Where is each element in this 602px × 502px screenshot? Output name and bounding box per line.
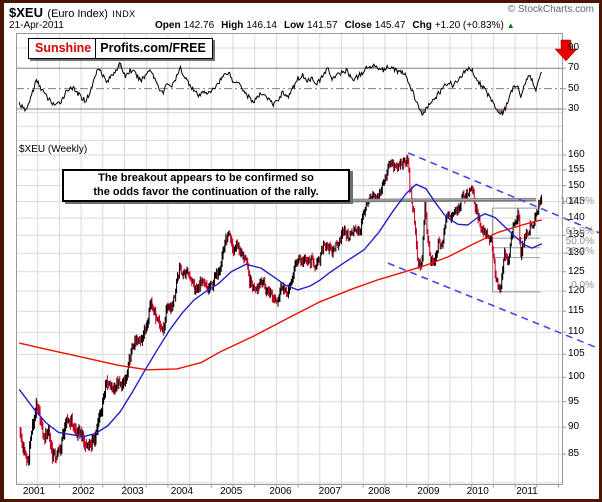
quote-value: 142.76 bbox=[183, 20, 215, 31]
fib-level-label: 61.8% bbox=[565, 226, 594, 238]
annotation-line1: The breakout appears to be confirmed so bbox=[98, 172, 314, 184]
price-y-axis-label: 100 bbox=[568, 371, 585, 383]
oscillator-y-axis-label: 90 bbox=[568, 41, 580, 53]
ticker-exchange: INDX bbox=[112, 9, 136, 19]
x-axis-year-label: 2004 bbox=[170, 486, 194, 497]
ticker-symbol: $XEU bbox=[9, 5, 43, 20]
price-y-axis-label: 145 bbox=[568, 195, 585, 207]
x-axis-year-label: 2010 bbox=[466, 486, 489, 497]
annotation-callout: The breakout appears to be confirmed so … bbox=[62, 169, 350, 202]
price-panel-label: $XEU (Weekly) bbox=[19, 144, 88, 155]
watermark-brand: Sunshine bbox=[35, 41, 92, 55]
x-axis-year-label: 2001 bbox=[22, 486, 46, 497]
ticker-name: (Euro Index) bbox=[47, 8, 108, 20]
quote-label: Open bbox=[155, 20, 181, 31]
fib-level-label: 100.0% bbox=[560, 196, 594, 208]
quote-value: 146.14 bbox=[246, 20, 277, 31]
fib-level-label: 38.2% bbox=[565, 245, 594, 257]
price-y-axis-label: 125 bbox=[568, 265, 585, 277]
price-y-axis-label: 110 bbox=[568, 326, 584, 338]
quote-value: 145.47 bbox=[374, 20, 406, 31]
quote-value: +1.20 (+0.83%) bbox=[434, 20, 504, 31]
price-y-axis-label: 95 bbox=[568, 395, 580, 407]
fib-level-label: 0.0% bbox=[571, 279, 594, 291]
oscillator-y-axis-label: 70 bbox=[568, 62, 580, 74]
price-y-axis-label: 155 bbox=[568, 164, 585, 176]
quote-value: 141.57 bbox=[306, 20, 338, 31]
annotation-line2: the odds favor the continuation of the r… bbox=[93, 185, 319, 198]
copyright-text: © StockCharts.com bbox=[507, 4, 594, 15]
price-y-axis-label: 140 bbox=[568, 212, 585, 224]
price-y-axis-label: 90 bbox=[568, 421, 580, 433]
x-axis-year-label: 2002 bbox=[72, 486, 95, 497]
quote-label: Low bbox=[283, 20, 304, 31]
price-y-axis-label: 105 bbox=[568, 348, 585, 360]
x-axis-year-label: 2011 bbox=[516, 486, 538, 497]
change-up-triangle-icon: ▲ bbox=[506, 21, 515, 30]
watermark-suffix: Profits.com/FREE bbox=[95, 39, 212, 58]
price-y-axis-label: 120 bbox=[568, 285, 585, 297]
fib-level-label: 50.0% bbox=[565, 235, 594, 247]
x-axis-year-label: 2009 bbox=[417, 486, 440, 497]
x-axis-year-label: 2005 bbox=[220, 486, 243, 497]
oscillator-y-axis-label: 30 bbox=[568, 102, 580, 114]
price-y-axis-label: 160 bbox=[568, 149, 585, 160]
quote-label: High bbox=[221, 20, 244, 31]
oscillator-y-axis-label: 50 bbox=[568, 82, 580, 94]
x-axis-year-label: 2007 bbox=[318, 486, 341, 497]
price-y-axis-label: 85 bbox=[568, 448, 580, 460]
quote-label: Chg bbox=[412, 20, 432, 31]
x-axis-year-label: 2008 bbox=[367, 486, 391, 497]
quote-label: Close bbox=[344, 20, 372, 31]
price-y-axis-label: 135 bbox=[568, 229, 585, 241]
red-down-arrow-icon bbox=[554, 39, 578, 62]
chart-title: $XEU (Euro Index) INDX bbox=[9, 4, 136, 22]
watermark-box: Sunshine Profits.com/FREE bbox=[28, 38, 213, 59]
quote-row: Open 142.76 High 146.14 Low 141.57 Close 145.47… bbox=[148, 20, 515, 31]
chart-date: 21-Apr-2011 bbox=[9, 20, 64, 31]
x-axis-year-label: 2003 bbox=[121, 486, 144, 497]
price-y-axis-label: 150 bbox=[568, 179, 585, 191]
price-y-axis-label: 115 bbox=[568, 305, 584, 317]
price-y-axis-label: 130 bbox=[568, 247, 585, 259]
x-axis-year-label: 2006 bbox=[269, 486, 292, 497]
